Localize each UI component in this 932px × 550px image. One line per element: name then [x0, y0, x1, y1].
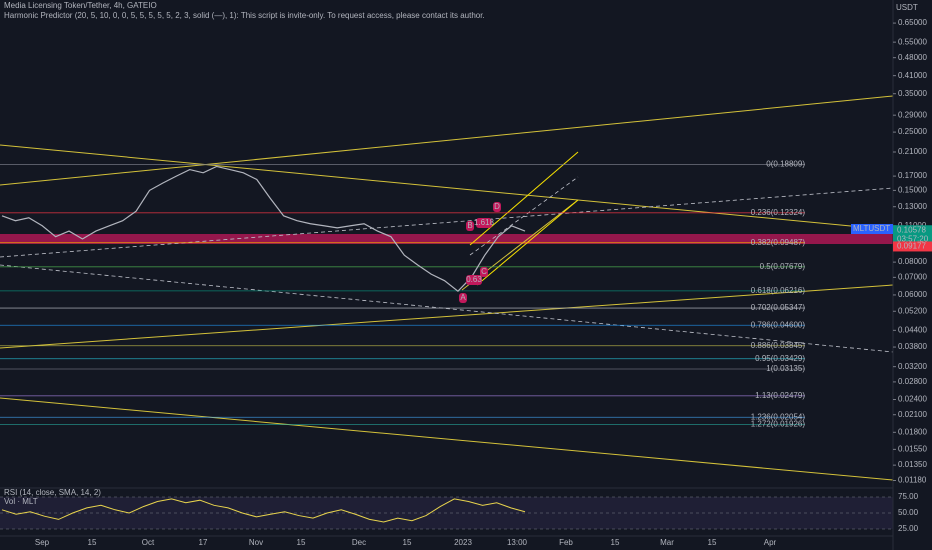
low-price-badge — [893, 241, 932, 252]
pattern-badge — [476, 218, 492, 228]
time-label: Oct — [142, 538, 155, 547]
pattern-label: D — [494, 202, 500, 211]
price-tick-label: 0.02100 — [898, 410, 927, 419]
fib-label: 1.272(0.01926) — [751, 420, 806, 429]
price-tick-label: 0.55000 — [898, 37, 927, 46]
time-label: Mar — [660, 538, 674, 547]
price-tick-label: 0.35000 — [898, 89, 927, 98]
price-tick-label: 0.48000 — [898, 53, 927, 62]
time-label: 15 — [611, 538, 620, 547]
time-label: 15 — [88, 538, 97, 547]
time-label: 17 — [199, 538, 208, 547]
indicator-title: Harmonic Predictor (20, 5, 10, 0, 0, 5, … — [4, 11, 485, 20]
fib-label: 0.95(0.03429) — [755, 354, 805, 363]
time-label: 2023 — [454, 538, 472, 547]
pattern-label: 0.63 — [466, 275, 482, 284]
trend-lines — [0, 95, 894, 481]
price-tick-label: 0.65000 — [898, 18, 927, 27]
time-label: 15 — [708, 538, 717, 547]
last-price-badge — [893, 225, 932, 245]
price-tick-label: 0.41000 — [898, 71, 927, 80]
fib-label: 0.786(0.04600) — [751, 320, 806, 329]
price-tick-label: 0.05200 — [898, 306, 927, 315]
price-tick-label: 0.21000 — [898, 147, 927, 156]
time-label: 15 — [403, 538, 412, 547]
time-label: 13:00 — [507, 538, 528, 547]
price-tick-label: 0.15000 — [898, 186, 927, 195]
symbol-label: MLTUSDT — [853, 224, 890, 233]
price-tick-label: 0.01350 — [898, 460, 927, 469]
price-tick-label: 0.01180 — [898, 476, 927, 485]
price-tick-label: 0.29000 — [898, 110, 927, 119]
volume-title: Vol · MLT — [4, 497, 38, 506]
price-tick-label: 0.01550 — [898, 444, 927, 453]
pattern-badge — [466, 275, 482, 285]
price-tick-label: 0.03200 — [898, 362, 927, 371]
chart-title: Media Licensing Token/Tether, 4h, GATEIO — [4, 1, 157, 10]
time-label: Nov — [249, 538, 263, 547]
dashed-lines — [0, 176, 894, 353]
price-line — [1, 165, 526, 293]
fib-label: 0.5(0.07679) — [760, 262, 806, 271]
axis-unit: USDT — [896, 3, 918, 12]
fib-label: 0.236(0.12324) — [751, 208, 806, 217]
fib-label: 0.886(0.03845) — [751, 341, 806, 350]
rsi-line — [1, 498, 526, 523]
fib-label: 0.382(0.09487) — [751, 238, 806, 247]
time-label: Feb — [559, 538, 573, 547]
countdown: 03:57:20 — [897, 234, 929, 243]
rsi-tick-label: 75.00 — [898, 492, 919, 501]
time-label: 15 — [297, 538, 306, 547]
pattern-label: B — [467, 221, 472, 230]
price-tick-label: 0.04400 — [898, 325, 927, 334]
zone-band — [0, 234, 893, 244]
fib-label: 1(0.03135) — [766, 364, 805, 373]
pattern-badge — [459, 293, 467, 303]
rsi-title: RSI (14, close, SMA, 14, 2) — [4, 488, 101, 497]
time-label: Apr — [764, 538, 777, 547]
rsi-tick-label: 25.00 — [898, 524, 919, 533]
pattern-label: C — [481, 267, 487, 276]
time-label: Sep — [35, 538, 50, 547]
symbol-badge — [851, 224, 893, 234]
price-tick-label: 0.13000 — [898, 202, 927, 211]
low-price: 0.09177 — [897, 242, 926, 251]
price-tick-label: 0.07000 — [898, 272, 927, 281]
last-price: 0.10578 — [897, 225, 926, 234]
price-tick-label: 0.02800 — [898, 377, 927, 386]
fib-label: 0(0.18809) — [766, 160, 805, 169]
fib-label: 1.236(0.02054) — [751, 412, 806, 421]
fib-label: 0.702(0.05347) — [751, 303, 806, 312]
pattern-label: A — [460, 293, 466, 302]
price-tick-label: 0.08000 — [898, 257, 927, 266]
time-label: Dec — [352, 538, 366, 547]
price-tick-label: 0.25000 — [898, 127, 927, 136]
price-tick-label: 0.17000 — [898, 171, 927, 180]
price-tick-label: 0.02400 — [898, 395, 927, 404]
pattern-badge — [480, 267, 488, 277]
pattern-badge — [493, 202, 501, 212]
fib-label: 1.13(0.02479) — [755, 391, 805, 400]
fib-label: 0.618(0.06216) — [751, 286, 806, 295]
price-tick-label: 0.03800 — [898, 342, 927, 351]
price-tick-label: 0.06000 — [898, 290, 927, 299]
pattern-badge — [466, 221, 474, 231]
pattern-label: 1.618 — [474, 218, 495, 227]
price-tick-label: 0.01800 — [898, 427, 927, 436]
rsi-tick-label: 50.00 — [898, 508, 919, 517]
